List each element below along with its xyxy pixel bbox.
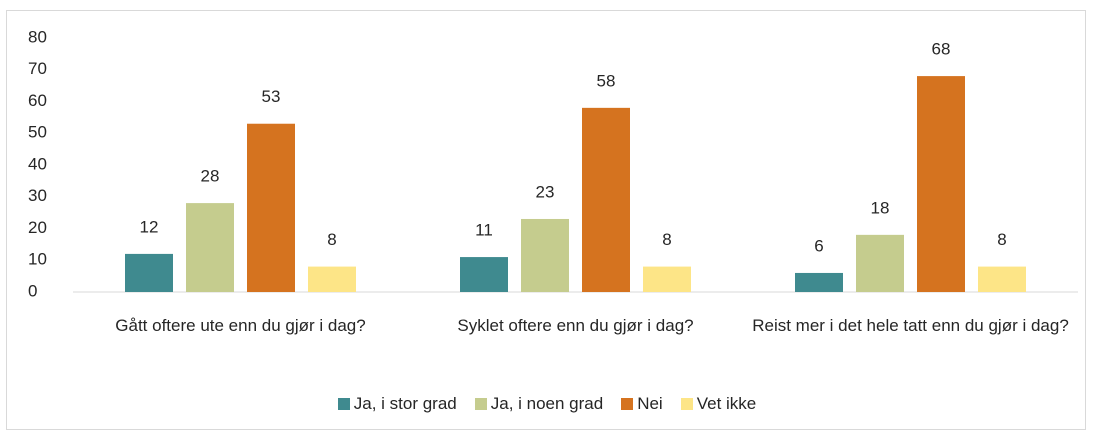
bar: [856, 234, 904, 292]
data-label: 6: [814, 236, 823, 255]
legend-swatch: [621, 398, 634, 410]
legend-swatch: [474, 398, 487, 410]
bar: [460, 257, 508, 292]
y-tick-label: 20: [28, 218, 47, 237]
data-label: 68: [932, 40, 951, 59]
y-tick-label: 40: [28, 154, 47, 173]
legend-item: Vet ikke: [680, 394, 757, 414]
legend-item: Ja, i stor grad: [337, 394, 457, 414]
data-label: 28: [201, 167, 220, 186]
legend: Ja, i stor grad Ja, i noen grad Nei Vet ikk…: [0, 394, 1094, 414]
bar: [247, 123, 295, 292]
bar: [186, 203, 234, 292]
data-label: 12: [140, 217, 159, 236]
y-tick-label: 0: [28, 281, 37, 300]
bar: [978, 266, 1026, 292]
x-tick-label: Gått oftere ute enn du gjør i dag?: [115, 316, 366, 335]
data-label: 23: [536, 182, 555, 201]
legend-swatch: [680, 398, 693, 410]
legend-swatch: [337, 398, 350, 410]
bar: [308, 266, 356, 292]
chart-frame: [6, 10, 1086, 430]
data-label: 8: [997, 230, 1006, 249]
data-label: 53: [262, 87, 281, 106]
bar: [917, 76, 965, 292]
bar: [521, 218, 569, 292]
y-tick-label: 30: [28, 186, 47, 205]
y-tick-label: 50: [28, 123, 47, 142]
data-label: 58: [597, 71, 616, 90]
data-label: 11: [475, 221, 493, 240]
legend-item: Nei: [621, 394, 663, 414]
bar: [795, 272, 843, 292]
y-tick-label: 60: [28, 91, 47, 110]
data-label: 8: [327, 230, 336, 249]
x-tick-label: Reist mer i det hele tatt enn du gjør i …: [752, 316, 1069, 335]
y-tick-label: 70: [28, 59, 47, 78]
x-tick-label: Syklet oftere enn du gjør i dag?: [457, 316, 694, 335]
legend-label: Ja, i stor grad: [353, 394, 457, 413]
data-label: 18: [871, 198, 890, 217]
y-tick-label: 80: [28, 27, 47, 46]
legend-item: Ja, i noen grad: [474, 394, 604, 414]
bar: [643, 266, 691, 292]
y-tick-label: 10: [28, 250, 47, 269]
data-label: 8: [662, 230, 671, 249]
bar: [582, 107, 630, 292]
legend-label: Ja, i noen grad: [490, 394, 604, 413]
legend-label: Nei: [637, 394, 663, 413]
bar: [125, 253, 173, 292]
legend-label: Vet ikke: [696, 394, 757, 413]
